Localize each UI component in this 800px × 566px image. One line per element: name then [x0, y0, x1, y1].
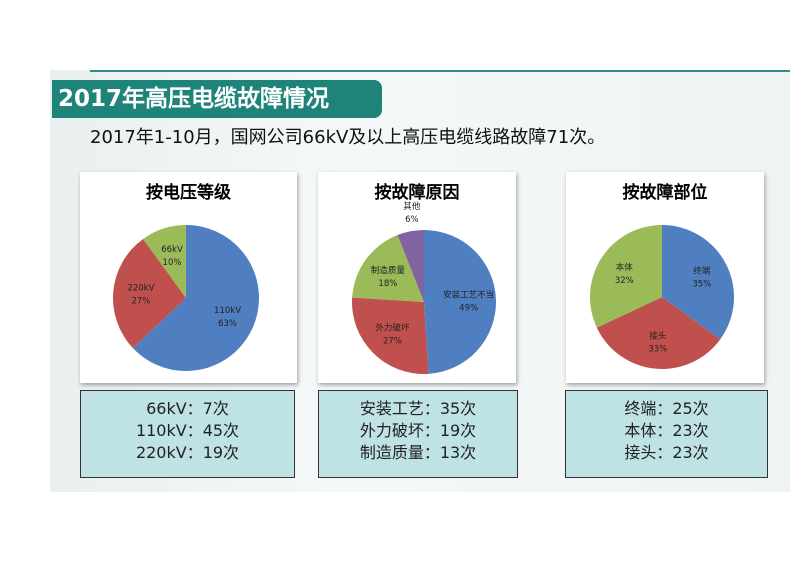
slice-label: 本体	[616, 262, 634, 273]
pie-chart-location: 终端 35% 接头 33% 本体 32%	[590, 225, 734, 369]
slice-percent: 27%	[383, 337, 402, 347]
slice-label: 终端	[693, 266, 711, 277]
chart-title: 按故障原因	[374, 183, 460, 203]
pie-slice-接头	[596, 297, 721, 369]
chart-card-cause: 安装工艺不当 49% 外力破坏 27% 制造质量 18% 其他 6% 按故障原因	[318, 172, 516, 383]
pie-slice-66kV	[143, 225, 186, 298]
chart-title: 按电压等级	[146, 183, 231, 203]
pie-chart-cause: 安装工艺不当 49% 外力破坏 27% 制造质量 18% 其他 6%	[352, 201, 497, 374]
stats-box-cause: 安装工艺：35次 外力破坏：19次 制造质量：13次	[318, 390, 518, 478]
slice-percent: 18%	[378, 279, 397, 289]
slice-percent: 35%	[692, 280, 711, 290]
chart-card-voltage: 110kV 63% 220kV 27% 66kV 10% 按电压等级	[80, 172, 297, 383]
stat-line: 220kV：19次	[135, 443, 240, 462]
slice-label: 安装工艺不当	[443, 290, 494, 301]
pie-slice-其他	[397, 230, 424, 302]
stat-line: 接头：23次	[624, 443, 709, 462]
slice-percent: 32%	[615, 276, 634, 286]
slice-percent: 10%	[163, 258, 182, 268]
chart-card-location: 终端 35% 接头 33% 本体 32% 按故障部位	[566, 172, 764, 383]
pie-slice-外力破坏	[352, 297, 429, 374]
slice-label: 制造质量	[371, 265, 406, 276]
slice-label: 66kV	[161, 245, 183, 255]
stat-line: 本体：23次	[624, 421, 709, 440]
stat-line: 110kV：45次	[135, 421, 240, 440]
stat-line: 安装工艺：35次	[359, 399, 477, 418]
pie-slice-安装工艺不当	[424, 230, 497, 374]
pie-chart-voltage: 110kV 63% 220kV 27% 66kV 10%	[112, 225, 259, 371]
stat-line: 66kV：7次	[146, 399, 229, 418]
slice-label: 110kV	[214, 306, 241, 316]
slice-label: 接头	[649, 330, 667, 341]
stat-line: 制造质量：13次	[359, 443, 477, 462]
header-divider	[90, 70, 790, 72]
slice-percent: 49%	[459, 304, 478, 314]
stats-box-location: 终端：25次 本体：23次 接头：23次	[565, 390, 768, 478]
slice-label: 其他	[403, 201, 421, 212]
pie-slice-220kV	[112, 238, 186, 348]
stat-line: 终端：25次	[624, 399, 709, 418]
slice-label: 220kV	[127, 284, 154, 294]
page-title: 2017年高压电缆故障情况	[52, 80, 382, 118]
subtitle: 2017年1-10月，国网公司66kV及以上高压电缆线路故障71次。	[90, 127, 606, 148]
stat-line: 外力破坏：19次	[359, 421, 477, 440]
slice-percent: 27%	[131, 297, 150, 307]
stats-box-voltage: 66kV：7次 110kV：45次 220kV：19次	[80, 390, 295, 478]
slice-percent: 63%	[218, 319, 237, 329]
pie-slice-110kV	[132, 225, 259, 371]
chart-title: 按故障部位	[622, 183, 708, 203]
pie-slice-本体	[590, 225, 662, 328]
slice-percent: 6%	[405, 215, 419, 225]
slice-percent: 33%	[648, 344, 667, 354]
pie-slice-制造质量	[352, 235, 424, 302]
slice-label: 外力破坏	[375, 323, 410, 334]
pie-slice-终端	[662, 225, 734, 340]
